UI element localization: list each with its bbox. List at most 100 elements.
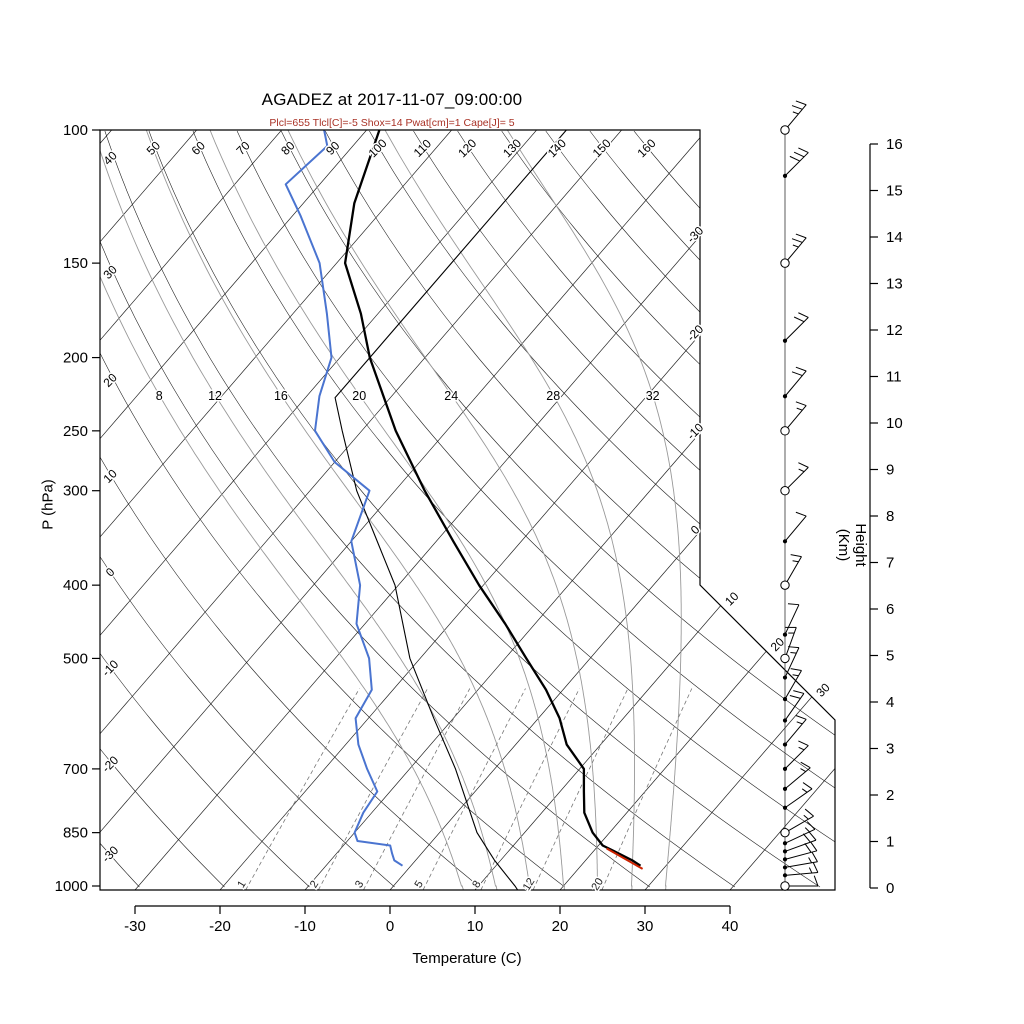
- svg-text:5: 5: [886, 648, 894, 665]
- significant-level-dot: [782, 849, 788, 854]
- mandatory-level-circle: [780, 258, 790, 268]
- significant-level-dot: [782, 173, 788, 178]
- svg-text:130: 130: [500, 136, 524, 160]
- svg-text:-30: -30: [684, 223, 706, 245]
- wind-barb: [784, 233, 807, 264]
- svg-text:1000: 1000: [55, 878, 88, 895]
- svg-text:20: 20: [352, 389, 366, 403]
- svg-text:20: 20: [100, 370, 120, 390]
- svg-text:32: 32: [646, 389, 660, 403]
- svg-text:-30: -30: [124, 918, 146, 935]
- svg-text:-20: -20: [99, 753, 121, 775]
- mandatory-level-circle: [780, 486, 790, 496]
- svg-text:28: 28: [546, 389, 560, 403]
- svg-text:0: 0: [886, 880, 894, 897]
- significant-level-dot: [782, 675, 788, 680]
- wind-barb: [785, 875, 819, 887]
- svg-text:16: 16: [886, 136, 903, 153]
- svg-text:140: 140: [545, 136, 569, 160]
- svg-text:150: 150: [590, 136, 614, 160]
- temperature-profile: [343, 130, 642, 867]
- svg-text:250: 250: [63, 423, 88, 440]
- svg-text:2: 2: [886, 787, 894, 804]
- mandatory-level-circle: [780, 881, 790, 891]
- wind-barb: [784, 841, 818, 860]
- svg-text:14: 14: [886, 229, 903, 246]
- standard-atmosphere-line: [334, 130, 567, 890]
- significant-level-dot: [782, 718, 788, 723]
- wind-barb: [784, 366, 807, 397]
- svg-text:10: 10: [100, 466, 120, 486]
- svg-text:30: 30: [100, 262, 120, 282]
- svg-text:80: 80: [278, 138, 298, 158]
- significant-level-dot: [782, 873, 788, 878]
- significant-level-dot: [782, 742, 788, 747]
- svg-text:-20: -20: [209, 918, 231, 935]
- svg-text:24: 24: [444, 389, 458, 403]
- svg-text:15: 15: [886, 183, 903, 200]
- mandatory-level-circle: [780, 827, 790, 838]
- significant-level-dot: [782, 865, 788, 870]
- significant-level-dot: [782, 805, 788, 810]
- svg-text:700: 700: [63, 761, 88, 778]
- svg-text:6: 6: [886, 601, 894, 618]
- wind-barb: [784, 626, 797, 659]
- svg-text:11: 11: [886, 369, 902, 386]
- svg-text:20: 20: [768, 635, 788, 655]
- svg-text:10: 10: [722, 589, 742, 609]
- svg-text:-10: -10: [294, 918, 316, 935]
- svg-text:30: 30: [637, 918, 654, 935]
- significant-level-dot: [782, 857, 788, 862]
- surface-parcel-segment: [606, 847, 644, 870]
- grid-and-profiles: [100, 130, 835, 890]
- wind-barb: [784, 646, 800, 678]
- svg-text:-10: -10: [684, 420, 706, 442]
- svg-text:150: 150: [63, 255, 88, 272]
- wind-barb: [784, 668, 802, 700]
- wind-barb: [784, 715, 807, 745]
- svg-text:7: 7: [886, 555, 894, 572]
- svg-text:50: 50: [144, 138, 164, 158]
- mandatory-level-circle: [780, 580, 790, 590]
- wind-barb: [784, 603, 800, 635]
- svg-text:8: 8: [886, 508, 894, 525]
- svg-text:30: 30: [813, 680, 833, 700]
- wind-barb: [784, 100, 807, 131]
- svg-text:1: 1: [886, 834, 894, 851]
- wind-barb: [784, 462, 809, 492]
- wind-barb: [784, 147, 809, 177]
- svg-text:20: 20: [552, 918, 569, 935]
- wind-barb: [784, 851, 818, 868]
- plot-frame: [99, 129, 836, 891]
- svg-text:10: 10: [886, 415, 903, 432]
- dewpoint-profile: [284, 130, 404, 867]
- significant-level-dot: [782, 632, 788, 637]
- mandatory-level-circle: [780, 653, 790, 664]
- svg-text:0: 0: [103, 565, 118, 580]
- svg-text:120: 120: [455, 136, 479, 160]
- significant-level-dot: [782, 766, 788, 771]
- svg-text:3: 3: [886, 741, 894, 758]
- wind-barb: [784, 761, 811, 790]
- svg-text:200: 200: [63, 350, 88, 367]
- svg-text:12: 12: [208, 389, 222, 403]
- svg-text:40: 40: [722, 918, 739, 935]
- wind-barb: [784, 511, 807, 542]
- wind-barb: [784, 808, 814, 834]
- wind-barb: [784, 554, 802, 586]
- wind-barb: [784, 821, 816, 844]
- svg-text:70: 70: [233, 138, 253, 158]
- mandatory-level-circle: [780, 426, 790, 436]
- svg-text:9: 9: [886, 462, 894, 479]
- svg-text:12: 12: [886, 322, 903, 339]
- svg-text:8: 8: [156, 389, 163, 403]
- chart-title: AGADEZ at 2017-11-07_09:00:00: [261, 90, 523, 109]
- significant-level-dot: [782, 539, 788, 544]
- wind-barb: [784, 401, 807, 432]
- significant-level-dot: [782, 841, 788, 846]
- wind-barb: [784, 690, 805, 721]
- svg-text:500: 500: [63, 650, 88, 667]
- mandatory-level-circle: [780, 125, 790, 135]
- svg-text:300: 300: [63, 483, 88, 500]
